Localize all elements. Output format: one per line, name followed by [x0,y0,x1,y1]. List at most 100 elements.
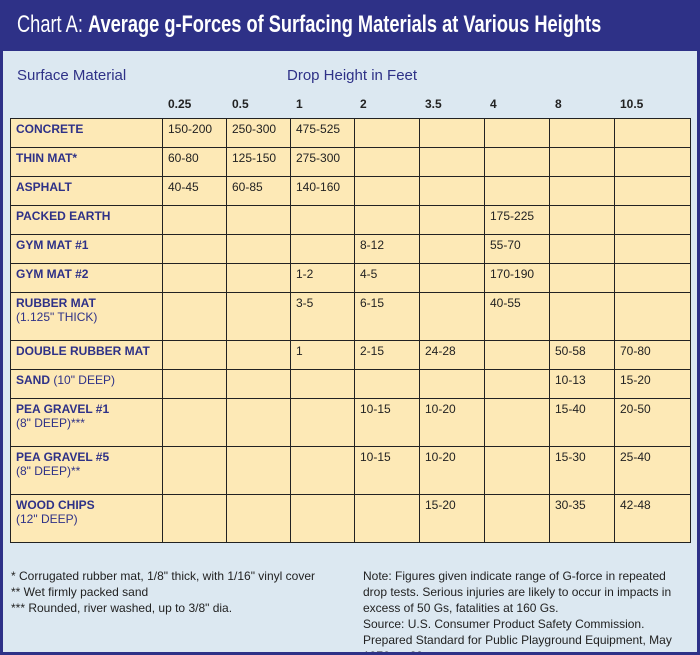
material-cell: PEA GRAVEL #5 (8" DEEP)** [10,446,163,495]
footnote: ** Wet firmly packed sand [11,585,149,599]
note-text: Note: Figures given indicate range of G-… [363,569,672,615]
table-row: DOUBLE RUBBER MAT 1 2-15 24-28 50-58 70-80 [10,340,691,370]
material-cell: DOUBLE RUBBER MAT [10,340,163,370]
value-cell [614,234,691,264]
value-cell [549,292,615,341]
value-cell: 8-12 [354,234,420,264]
value-cell [162,446,227,495]
value-cell [162,340,227,370]
value-cell: 15-20 [419,494,485,543]
value-cell: 30-35 [549,494,615,543]
value-cell [614,147,691,177]
column-group-label: Drop Height in Feet [287,67,418,84]
material-cell: WOOD CHIPS (12" DEEP) [10,494,163,543]
value-cell [549,234,615,264]
value-cell [162,369,227,399]
title-bar: Chart A: Average g-Forces of Surfacing M… [3,3,697,51]
material-name: ASPHALT [16,180,72,194]
material-name: DOUBLE RUBBER MAT [16,344,150,358]
value-cell [614,205,691,235]
value-cell: 175-225 [484,205,550,235]
value-cell [419,176,485,206]
value-cell [226,234,291,264]
material-name: WOOD CHIPS [16,498,95,512]
value-cell [354,118,420,148]
material-cell: GYM MAT #2 [10,263,163,293]
value-cell: 1-2 [290,263,355,293]
value-cell: 60-80 [162,147,227,177]
value-cell: 55-70 [484,234,550,264]
value-cell [226,292,291,341]
table-row: PEA GRAVEL #5 (8" DEEP)** 10-15 10-20 15-30 2… [10,446,691,495]
value-cell: 40-45 [162,176,227,206]
value-cell [226,340,291,370]
column-header: 2 [360,97,367,111]
value-cell [549,176,615,206]
source-text: Source: U.S. Consumer Product Safety Com… [363,617,672,652]
value-cell [162,292,227,341]
row-header-label: Surface Material [17,67,127,84]
value-cell [419,292,485,341]
value-cell [614,263,691,293]
column-header: 4 [490,97,497,111]
column-header: 0.25 [168,97,192,111]
material-cell: RUBBER MAT (1.125" THICK) [10,292,163,341]
material-detail: (8" DEEP)** [16,464,81,478]
material-name: GYM MAT #2 [16,267,89,281]
value-cell: 10-20 [419,398,485,447]
value-cell: 1 [290,340,355,370]
table-row: GYM MAT #2 1-2 4-5 170-190 [10,263,691,293]
material-cell: PEA GRAVEL #1 (8" DEEP)*** [10,398,163,447]
material-cell: GYM MAT #1 [10,234,163,264]
value-cell [614,292,691,341]
value-cell: 2-15 [354,340,420,370]
value-cell [484,147,550,177]
value-cell: 20-50 [614,398,691,447]
material-name: CONCRETE [16,122,84,136]
value-cell [484,176,550,206]
value-cell: 10-13 [549,369,615,399]
value-cell [226,263,291,293]
value-cell [354,205,420,235]
value-cell [226,398,291,447]
value-cell: 10-20 [419,446,485,495]
value-cell [549,205,615,235]
column-header: 3.5 [425,97,442,111]
value-cell [162,205,227,235]
value-cell [484,340,550,370]
material-cell: SAND (10" DEEP) [10,369,163,399]
value-cell [162,234,227,264]
value-cell: 4-5 [354,263,420,293]
table-row: GYM MAT #1 8-12 55-70 [10,234,691,264]
material-name: PEA GRAVEL #1 [16,402,110,416]
value-cell [290,369,355,399]
value-cell [290,446,355,495]
value-cell [290,234,355,264]
value-cell [290,205,355,235]
material-name: SAND [16,373,51,387]
value-cell [484,398,550,447]
value-cell [354,494,420,543]
material-detail: (1.125" THICK) [16,310,98,324]
value-cell [354,369,420,399]
table-row: ASPHALT 40-45 60-85 140-160 [10,176,691,206]
table-row: WOOD CHIPS (12" DEEP) 15-20 30-35 42-48 [10,494,691,543]
value-cell [549,147,615,177]
title-wrapper: Chart A: Average g-Forces of Surfacing M… [17,3,601,47]
value-cell: 15-30 [549,446,615,495]
value-cell [354,147,420,177]
value-cell: 150-200 [162,118,227,148]
column-header: 8 [555,97,562,111]
table-row: RUBBER MAT (1.125" THICK) 3-5 6-15 40-55 [10,292,691,341]
material-name: GYM MAT #1 [16,238,89,252]
value-cell: 10-15 [354,446,420,495]
value-cell: 125-150 [226,147,291,177]
value-cell [419,234,485,264]
value-cell [419,147,485,177]
value-cell: 24-28 [419,340,485,370]
material-name: THIN MAT* [16,151,78,165]
value-cell [549,118,615,148]
value-cell: 42-48 [614,494,691,543]
value-cell: 25-40 [614,446,691,495]
value-cell: 10-15 [354,398,420,447]
